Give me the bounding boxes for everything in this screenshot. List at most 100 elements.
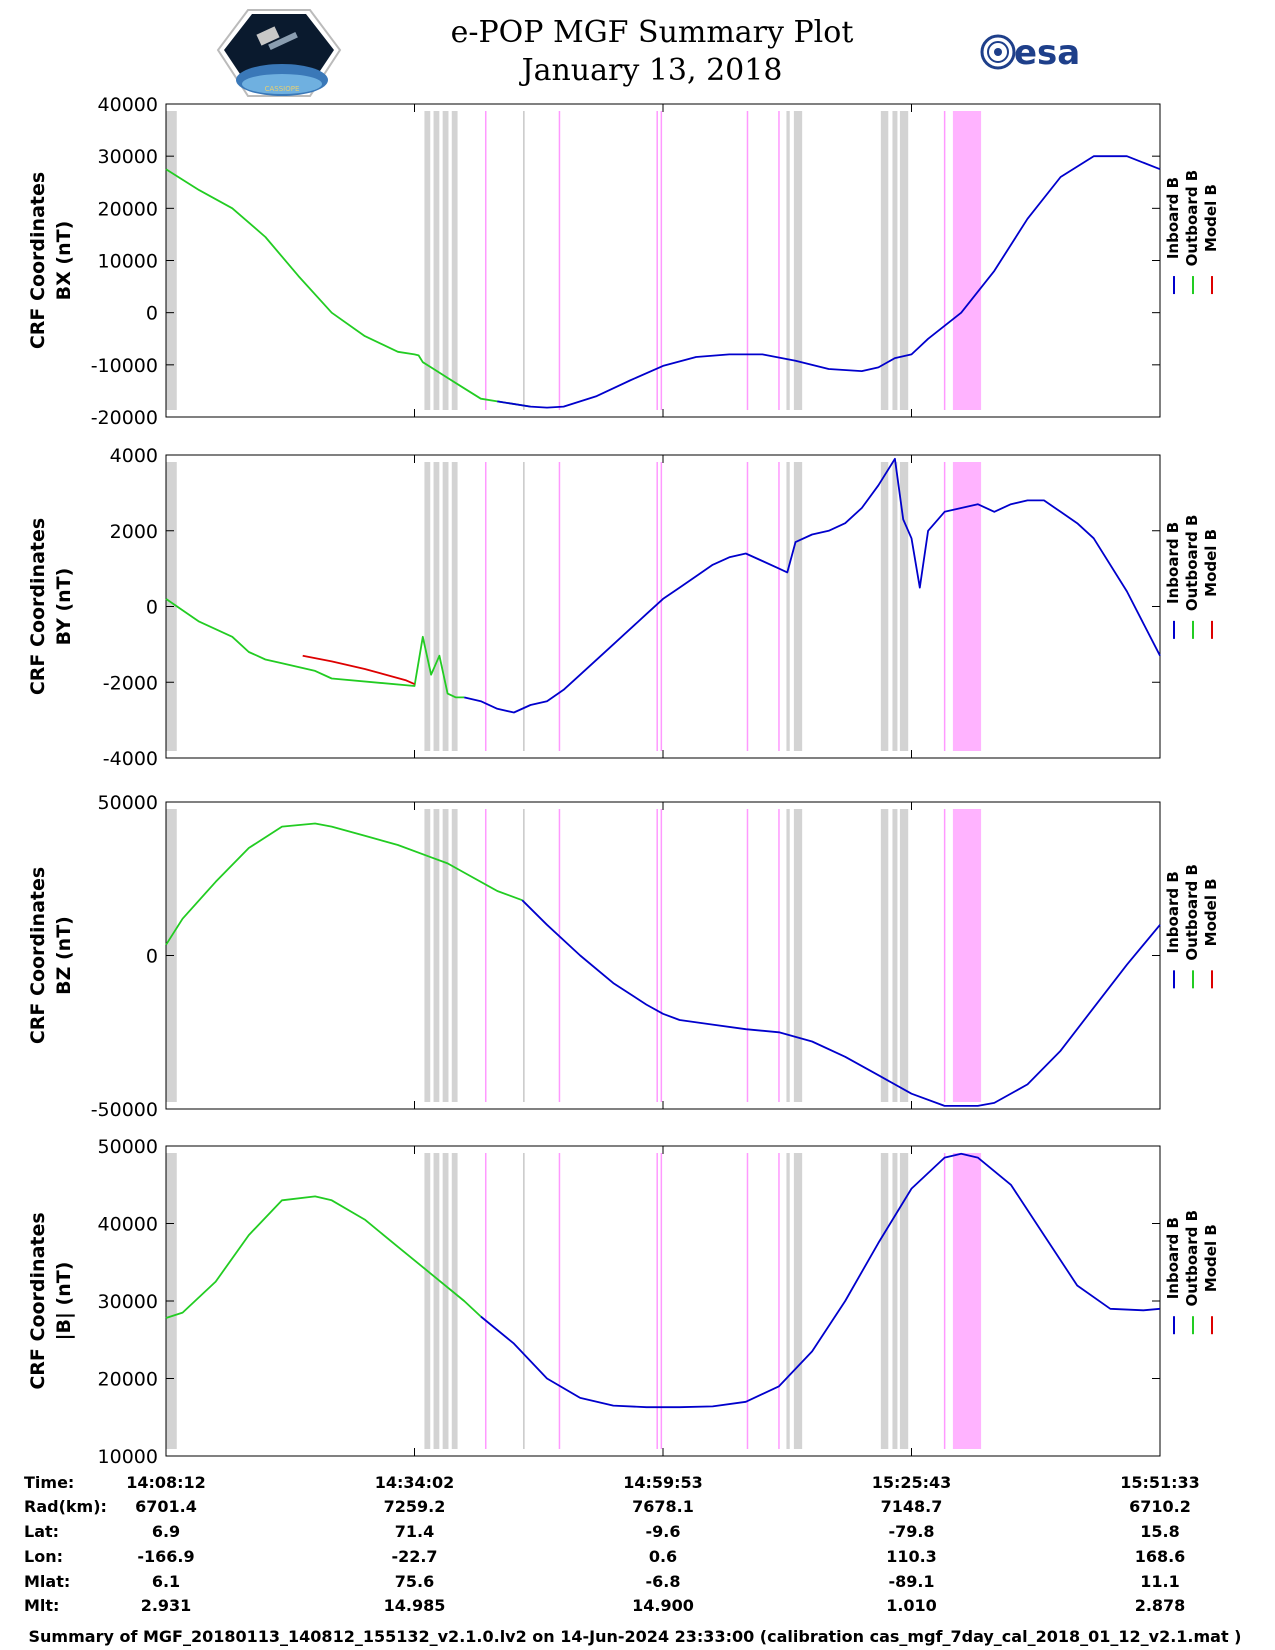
gray-band [899,111,909,410]
gray-band [899,809,909,1102]
y-tick-label: 30000 [98,1291,158,1313]
series-inboard-b [463,457,1161,714]
info-cell: -22.7 [391,1547,437,1566]
gray-band [899,1153,909,1449]
gray-band [433,462,440,751]
esa-logo: esa [980,33,1080,73]
gray-band [786,809,790,1102]
gray-band [892,1153,898,1449]
gray-band [433,809,440,1102]
info-row-label: Lat: [24,1522,59,1541]
info-cell: 7678.1 [632,1497,694,1516]
gray-band [451,462,458,751]
y-tick-label: 40000 [98,1214,158,1236]
info-cell: 2.931 [141,1596,192,1615]
legend-label: Model B [1202,529,1220,597]
y-tick-label: 20000 [98,1369,158,1391]
gray-band [433,1153,440,1449]
gray-band [880,1153,889,1449]
y-tick-label: 30000 [98,146,158,168]
info-cell: 1.010 [886,1596,937,1615]
legend-label: Inboard B [1164,871,1182,953]
info-cell: 75.6 [395,1572,434,1591]
legend-label: Outboard B [1183,864,1201,961]
series-inboard-b [497,155,1161,409]
axes-frame [165,1145,1161,1457]
legend-label: Model B [1202,878,1220,946]
series-outboard-b [165,598,465,699]
info-cell: 14.900 [632,1596,694,1615]
gray-band [786,1153,790,1449]
info-cell: 6.1 [152,1572,180,1591]
y-tick-label: 0 [146,303,158,325]
y-tick-label: 50000 [98,1136,158,1158]
series-outboard-b [165,822,523,946]
info-cell: 110.3 [886,1547,937,1566]
panel-3: -50000 0 50000 CRF Coordinates BZ (nT) Inboar… [27,792,1220,1121]
info-cell: 6710.2 [1129,1497,1191,1516]
y-tick-label: -2000 [103,672,158,694]
y-tick-label: 0 [146,597,158,619]
y-axis-label: CRF Coordinates [27,172,49,349]
legend-label: Model B [1202,184,1220,252]
info-row-label: Rad(km): [24,1497,107,1516]
gray-band [442,462,449,751]
series-model-b [302,654,415,685]
legend: Inboard B Outboard B Model B [1164,515,1220,639]
gray-band [793,111,803,410]
info-cell: 168.6 [1135,1547,1186,1566]
legend-label: Outboard B [1183,1210,1201,1307]
y-tick-label: 40000 [98,94,158,116]
gray-band [880,809,889,1102]
y-axis-label: BZ (nT) [53,916,75,995]
pink-band [952,462,982,751]
legend: Inboard B Outboard B Model B [1164,170,1220,295]
footer-text: Summary of MGF_20180113_140812_155132_v2… [29,1627,1242,1646]
info-cell: 6.9 [152,1522,180,1541]
info-cell: -166.9 [137,1547,194,1566]
info-cell: 15:25:43 [872,1473,952,1492]
axes-frame [165,103,1161,418]
y-axis-label: CRF Coordinates [27,518,49,695]
y-tick-label: 4000 [110,445,158,467]
legend-label: Inboard B [1164,522,1182,604]
info-cell: 0.6 [649,1547,677,1566]
y-tick-label: 20000 [98,198,158,220]
y-axis-label: BX (nT) [53,221,75,301]
y-axis-label: BY (nT) [53,568,75,646]
info-cell: 14:34:02 [375,1473,455,1492]
legend-label: Inboard B [1164,1217,1182,1299]
gray-band [424,1153,431,1449]
panel-4: 10000 20000 30000 40000 50000 CRF Coordinates… [27,1136,1220,1468]
y-tick-label: -10000 [91,355,158,377]
info-cell: 7259.2 [384,1497,446,1516]
y-tick-label: 10000 [98,1446,158,1468]
axes-frame [165,454,1161,759]
gray-band [442,809,449,1102]
info-row-label: Mlt: [24,1596,59,1615]
gray-band [892,111,898,410]
gray-band [793,1153,803,1449]
series-inboard-b [480,1152,1161,1409]
gray-band [892,462,898,751]
info-cell: -9.6 [646,1522,681,1541]
gray-band [451,809,458,1102]
info-cell: 71.4 [395,1522,434,1541]
info-cell: 14.985 [384,1596,446,1615]
gray-band [451,111,458,410]
info-row-label: Time: [24,1473,74,1492]
info-row-label: Mlat: [24,1572,70,1591]
cassiope-logo: CASSIOPE [216,9,342,97]
pink-band [952,1153,982,1449]
legend: Inboard B Outboard B Model B [1164,1210,1220,1335]
info-cell: 7148.7 [881,1497,943,1516]
legend-label: Inboard B [1164,177,1182,259]
gray-band [424,462,431,751]
y-tick-label: 10000 [98,251,158,273]
y-tick-label: -4000 [103,748,158,770]
series-outboard-b [165,1195,482,1319]
panel-2: -4000 -2000 0 2000 4000 CRF Coordinates BY (nT… [27,445,1220,770]
gray-band [899,462,909,751]
gray-band [892,809,898,1102]
